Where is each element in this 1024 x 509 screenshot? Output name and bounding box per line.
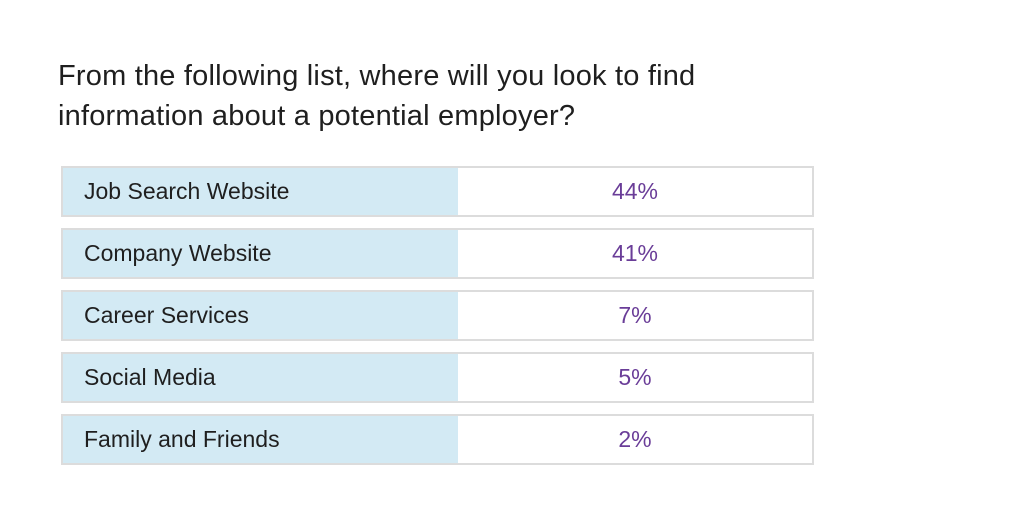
table-row: Social Media 5%: [61, 352, 814, 403]
row-label: Job Search Website: [63, 168, 458, 215]
row-label: Career Services: [63, 292, 458, 339]
chart-title-line-2: information about a potential employer?: [58, 100, 576, 132]
row-label: Family and Friends: [63, 416, 458, 463]
table-row: Job Search Website 44%: [61, 166, 814, 217]
row-label: Company Website: [63, 230, 458, 277]
chart-title: From the following list, where will you …: [58, 56, 858, 136]
row-value: 7%: [618, 302, 652, 328]
chart-title-line-1: From the following list, where will you …: [58, 60, 696, 92]
row-value: 2%: [618, 426, 652, 452]
row-value: 5%: [618, 364, 652, 390]
table-row: Career Services 7%: [61, 290, 814, 341]
table-row: Company Website 41%: [61, 228, 814, 279]
row-label: Social Media: [63, 354, 458, 401]
row-value: 41%: [611, 240, 659, 266]
table-row: Family and Friends 2%: [61, 414, 814, 465]
row-value: 44%: [611, 178, 659, 204]
